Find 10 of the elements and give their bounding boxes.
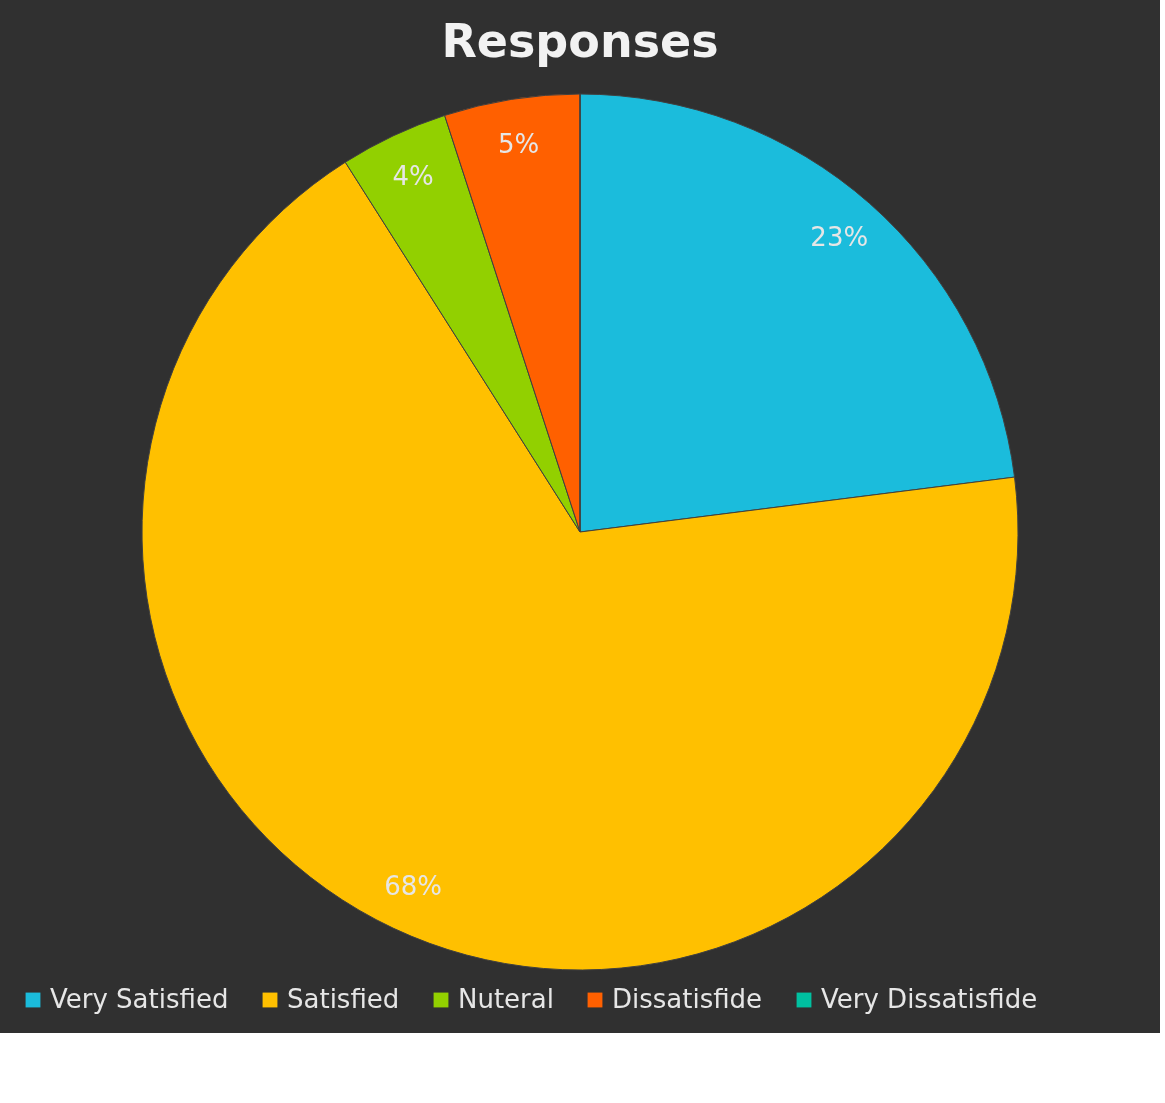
chart-title: Responses <box>441 14 719 68</box>
data-label: 23% <box>810 221 869 252</box>
data-label: 5% <box>498 128 540 159</box>
legend-label: Very Dissatisfide <box>821 984 1038 1014</box>
data-label: 4% <box>392 161 434 192</box>
data-label: 68% <box>384 870 442 901</box>
legend-label: Dissatisfide <box>612 984 763 1014</box>
legend-label: Satisfied <box>287 984 400 1014</box>
legend-label: Very Satisfied <box>50 984 229 1014</box>
legend-label: Nuteral <box>458 984 554 1014</box>
